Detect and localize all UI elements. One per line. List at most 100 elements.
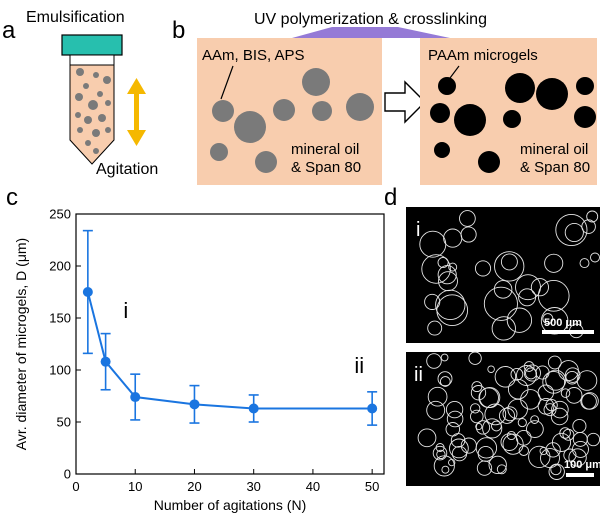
microgel-outline [494,366,517,388]
data-point-0 [82,287,93,297]
microgel-outline [494,251,525,282]
microgel-outline [427,320,443,336]
y-tick-label-2: 100 [49,363,71,378]
microgel-outline [542,313,554,325]
microgel-pointer [449,65,460,79]
microgel-outline [517,418,527,428]
microgel-outline [477,445,494,462]
pre-gel-pointer [220,65,234,100]
x-tick-label-0: 0 [72,479,79,494]
y-axis-label: Avr. diameter of microgels, D (μm) [13,238,29,450]
microgel-outline [459,210,476,227]
microgel-outline [523,364,541,382]
microgel-outline [507,378,529,400]
microgel-outline [470,409,484,424]
microgel-outline [475,422,483,431]
uv-label: UV polymerization & crosslinking [254,11,487,28]
microgel-outline [475,420,491,435]
microgel-outline [445,422,461,437]
x-axis-label: Number of agitations (N) [154,497,307,513]
microgel-outline [506,430,516,441]
microgel-outline [435,443,445,452]
x-tick-label-3: 30 [246,479,260,494]
microgel-outline [551,400,569,419]
agitation-arrow-icon [127,78,146,146]
microgel-outline [493,280,513,299]
microgel-outline [544,253,564,273]
microgel-outline [543,403,557,417]
y-tick-label-3: 150 [49,311,71,326]
panel-c: c 0 10 20 30 40 50 0 50 100 150 200 250 Number of ag… [6,184,385,513]
y-tick-label-0: 0 [64,467,71,482]
microgel-outline [540,448,560,469]
plot-frame [75,213,385,475]
microgel-outline [564,222,584,243]
microgel-outline [441,465,450,474]
microgel-label: PAAm microgels [428,47,538,64]
microgel-outline [586,210,599,223]
microgel-outline [502,406,518,422]
microgel-outline [496,464,507,475]
x-tick-label-4: 40 [306,479,320,494]
pre-gel-label: AAm, BIS, APS [202,47,305,64]
microgel-outline [475,437,498,459]
chart-annotation-1: ii [354,353,364,378]
panel-b: b UV polymerization & crosslinking AAm, … [172,11,597,185]
microgel-outline [525,367,537,380]
chart-annotation-0: i [123,298,128,323]
microgel-outline [526,420,544,438]
diameter-chart: 0 10 20 30 40 50 0 50 100 150 200 250 Number of agit… [13,207,385,513]
scale-bar-ii [566,473,594,477]
right-oil-line2: & Span 80 [520,159,590,176]
microgel-outline [560,388,571,398]
microgel-particles [430,73,596,173]
microgel-outline [445,400,464,419]
x-tick-label-1: 10 [128,479,142,494]
microgel-outline [426,400,446,420]
microgel-outline [545,442,561,458]
microgel-outline [523,361,535,372]
panel-d: d i 500 μm ii 100 μm [384,184,601,486]
micrograph-ii-circles [417,351,601,480]
microgel-outline [590,252,600,263]
microgel-outline [440,353,449,362]
y-tick-label-1: 50 [57,415,71,430]
microgel-outline [537,279,570,312]
microgel-outline [478,387,499,408]
microgel-outline [500,433,519,451]
microgel-outline [547,355,562,370]
microgel-outline [437,256,449,269]
microgel-outline [449,438,469,459]
panel-a-letter: a [2,17,16,44]
microgel-outline [540,307,569,335]
microgel-outline [482,418,503,439]
x-tick-label-2: 20 [187,479,201,494]
microgel-outline [448,262,458,272]
agitation-label: Agitation [96,161,158,178]
process-arrow-icon [384,80,426,124]
microgel-outline [555,213,588,247]
left-oil-line1: mineral oil [291,141,359,158]
microgel-outline [470,385,487,401]
microgel-outline [419,230,447,258]
y-tick-label-4: 200 [49,259,71,274]
panel-b-letter: b [172,17,185,44]
microgel-outline [572,431,588,447]
microgel-outline [471,381,483,393]
microgel-outline [448,458,456,467]
tube-droplets [75,68,111,154]
microgel-outline [436,449,446,460]
microgel-outline [545,369,567,391]
micrograph-i-circles [419,210,600,341]
microgel-outline [580,393,597,410]
micrograph-i-label: i [416,219,420,241]
data-point-5 [367,403,378,414]
y-tick-label-5: 250 [49,207,71,222]
microgel-outline [474,260,492,277]
microgel-outline [417,428,437,448]
data-point-2 [130,392,141,403]
scale-bar-i-label: 500 μm [544,317,582,329]
microgel-outline [488,455,507,475]
pre-gel-droplets [210,68,374,173]
microgel-outline [427,386,448,407]
